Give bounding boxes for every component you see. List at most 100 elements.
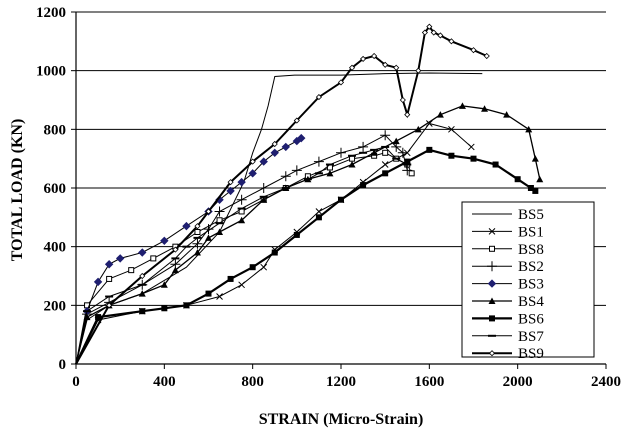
- data-point: [150, 255, 157, 262]
- data-point: [532, 187, 539, 194]
- data-point: [293, 231, 300, 238]
- legend-marker: [488, 297, 496, 304]
- data-point: [95, 314, 102, 321]
- data-point: [249, 264, 256, 271]
- data-point: [313, 156, 324, 167]
- legend-marker: [488, 350, 496, 357]
- data-point: [139, 272, 146, 280]
- data-point: [358, 141, 369, 152]
- data-point: [370, 149, 378, 156]
- data-point: [415, 67, 422, 74]
- y-tick-label: 200: [44, 298, 67, 314]
- legend-item-bs4: BS4: [472, 294, 544, 310]
- series-bs3: [75, 133, 306, 365]
- legend-item-bs8: BS8: [472, 242, 544, 258]
- data-point: [280, 171, 291, 182]
- data-point: [392, 137, 400, 145]
- data-point: [139, 308, 146, 315]
- x-tick-label: 400: [153, 374, 176, 390]
- data-point: [399, 96, 406, 104]
- legend-item-bs9: BS9: [472, 346, 544, 362]
- tick-labels: 0 400 800 1200 1600 2000 2400 0 200 400 600 800 1000…: [36, 5, 621, 390]
- legend-marker: [489, 315, 495, 322]
- data-point: [160, 236, 169, 246]
- data-point: [514, 176, 521, 183]
- data-point: [205, 290, 212, 297]
- data-point: [360, 55, 367, 62]
- data-point: [216, 293, 223, 300]
- legend-marker: [487, 279, 497, 288]
- data-point: [315, 208, 323, 215]
- data-point: [238, 281, 245, 289]
- data-point: [138, 290, 146, 297]
- data-point: [205, 208, 212, 215]
- data-point: [430, 29, 437, 36]
- data-point: [458, 102, 466, 109]
- legend-item-bs7: BS7: [472, 329, 544, 345]
- x-tick-label: 2000: [503, 374, 533, 390]
- data-point: [414, 125, 422, 133]
- data-point: [492, 161, 499, 168]
- data-point: [293, 117, 300, 124]
- data-point: [138, 248, 147, 257]
- data-point: [236, 194, 247, 205]
- legend-label: BS4: [518, 294, 544, 310]
- data-point: [248, 169, 257, 178]
- data-point: [271, 249, 278, 256]
- data-point: [536, 175, 544, 183]
- y-tick-label: 800: [44, 122, 67, 138]
- legend-item-bs1: BS1: [472, 224, 544, 240]
- data-point: [203, 224, 214, 235]
- data-point: [160, 281, 168, 288]
- legend-label: BS1: [518, 224, 544, 240]
- data-point: [381, 161, 389, 168]
- data-point: [194, 229, 201, 235]
- data-point: [503, 111, 511, 118]
- data-point: [115, 254, 125, 263]
- series-line-bs6: [75, 148, 536, 365]
- data-point: [426, 23, 433, 30]
- legend-label: BS6: [518, 311, 544, 327]
- x-tick-label: 1200: [326, 374, 356, 390]
- data-point: [104, 260, 114, 269]
- data-point: [481, 105, 489, 112]
- data-point: [297, 133, 306, 143]
- legend-item-bs2: BS2: [472, 259, 544, 275]
- x-tick-label: 800: [241, 374, 264, 390]
- data-point: [93, 277, 103, 287]
- data-point: [348, 64, 356, 71]
- data-point: [161, 305, 168, 312]
- legend-label: BS5: [518, 207, 544, 223]
- data-point: [182, 221, 191, 231]
- data-point: [205, 234, 212, 241]
- data-point: [338, 196, 344, 203]
- data-point: [360, 182, 367, 189]
- data-point: [527, 185, 534, 191]
- data-point: [258, 183, 269, 193]
- data-point: [227, 179, 234, 186]
- data-point: [531, 155, 539, 162]
- x-tick-label: 1600: [414, 374, 444, 390]
- data-point: [315, 214, 322, 221]
- data-point: [402, 165, 413, 176]
- data-point: [281, 142, 290, 152]
- data-point: [525, 125, 533, 133]
- series-group: [75, 23, 544, 365]
- data-point: [421, 29, 428, 36]
- data-point: [291, 165, 302, 176]
- data-point: [226, 186, 235, 196]
- data-point: [448, 38, 455, 45]
- data-point: [192, 238, 203, 249]
- data-point: [393, 64, 400, 71]
- axes: [71, 11, 607, 369]
- y-axis-title: TOTAL LOAD (KN): [9, 119, 26, 262]
- legend-label: BS2: [518, 259, 544, 275]
- series-bs6: [75, 146, 539, 365]
- data-point: [315, 94, 322, 101]
- x-tick-label: 2400: [591, 374, 621, 390]
- y-tick-label: 600: [44, 181, 67, 197]
- legend-item-bs3: BS3: [472, 277, 544, 293]
- data-point: [397, 147, 408, 158]
- data-point: [382, 149, 389, 156]
